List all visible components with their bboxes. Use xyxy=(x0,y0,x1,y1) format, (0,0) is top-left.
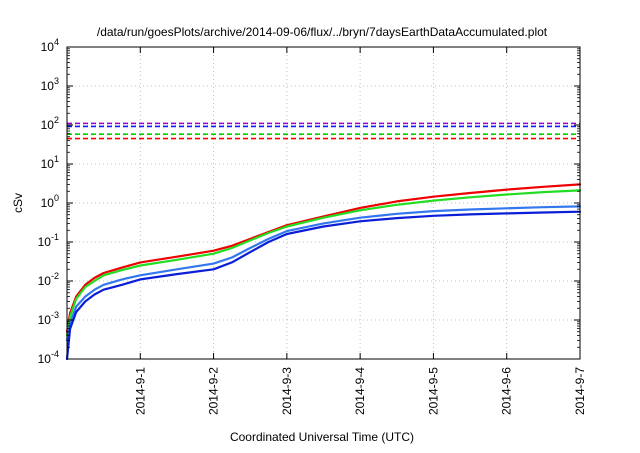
y-axis-ticks: 10-4 10-3 10-2 10-1 100 101 102 103 104 xyxy=(38,37,580,366)
chart-title: /data/run/goesPlots/archive/2014-09-06/f… xyxy=(97,25,548,39)
x-axis-ticks: 2014-9-1 2014-9-2 2014-9-3 2014-9-4 2014-9-5… xyxy=(133,47,587,415)
x-tick-label: 2014-9-5 xyxy=(426,367,440,415)
x-tick-label: 2014-9-1 xyxy=(133,367,147,415)
x-tick-label: 2014-9-2 xyxy=(207,367,221,415)
y-tick-label: 10-2 xyxy=(38,271,59,288)
series-line xyxy=(65,210,582,361)
y-axis-label: cSv xyxy=(11,193,25,213)
y-tick-label: 10-4 xyxy=(38,349,59,366)
series-line xyxy=(65,205,582,342)
series-lines xyxy=(65,183,582,361)
threshold-lines xyxy=(67,122,580,140)
x-axis-label: Coordinated Universal Time (UTC) xyxy=(230,430,414,444)
y-tick-label: 10-3 xyxy=(38,310,59,327)
y-tick-label: 10-1 xyxy=(38,232,59,249)
y-tick-label: 103 xyxy=(41,76,59,93)
series-line xyxy=(65,183,582,333)
y-tick-label: 100 xyxy=(41,193,59,210)
x-tick-label: 2014-9-4 xyxy=(353,367,367,415)
series-line xyxy=(65,189,582,337)
x-tick-label: 2014-9-3 xyxy=(280,367,294,415)
y-tick-label: 101 xyxy=(41,154,59,171)
y-tick-label: 104 xyxy=(41,37,59,54)
x-tick-label: 2014-9-6 xyxy=(500,367,514,415)
grid xyxy=(67,47,580,359)
y-tick-label: 102 xyxy=(41,115,59,132)
x-tick-label: 2014-9-7 xyxy=(573,367,587,415)
